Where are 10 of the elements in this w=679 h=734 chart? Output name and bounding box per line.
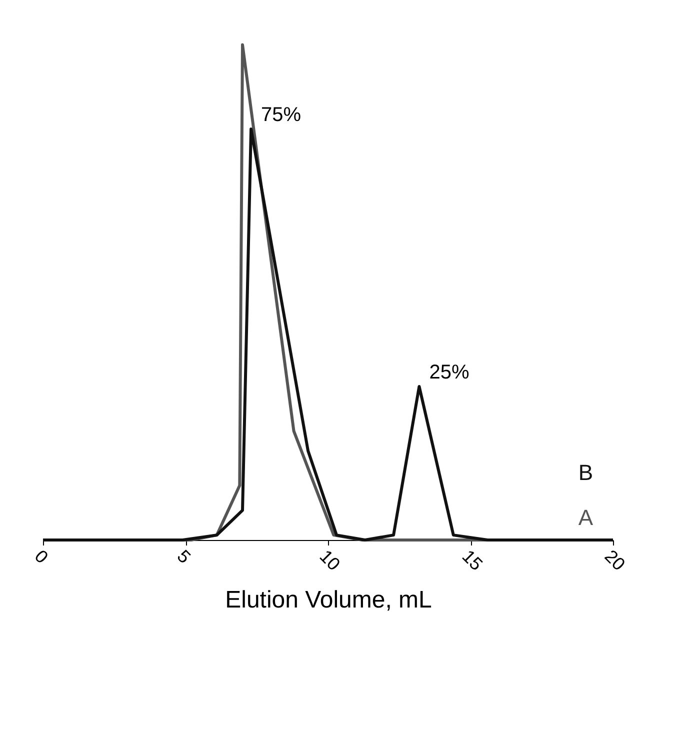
x-tick-label: 10	[316, 546, 344, 574]
annotation: 75%	[261, 104, 302, 126]
annotation: 25%	[429, 361, 470, 384]
series-label: A	[578, 505, 594, 530]
x-tick-label: 15	[458, 546, 487, 574]
x-axis-title: Elution Volume, mL	[225, 586, 432, 614]
x-tick-label: 20	[600, 546, 630, 574]
x-tick-label: 5	[173, 546, 194, 568]
text: B	[578, 460, 593, 485]
x-tick-label: 0	[30, 546, 52, 568]
